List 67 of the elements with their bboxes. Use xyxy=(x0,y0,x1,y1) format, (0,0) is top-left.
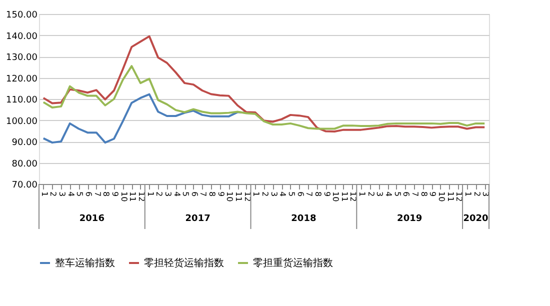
x-tick-label: 3 xyxy=(58,192,67,197)
x-tick-label: 6 xyxy=(84,192,94,197)
x-tick-label: 8 xyxy=(102,192,111,197)
x-tick-label: 12 xyxy=(454,192,464,202)
line-series xyxy=(42,35,486,133)
x-tick-label: 2 xyxy=(48,192,58,197)
x-tick-label: 1 xyxy=(463,192,472,197)
x-tick-label: 4 xyxy=(384,192,394,197)
y-tick-label: 130.00 xyxy=(6,53,38,63)
x-tick-label: 11 xyxy=(340,192,349,202)
x-tick-label: 9 xyxy=(110,192,120,197)
x-tick-label: 1 xyxy=(252,192,261,197)
legend-label: 整车运输指数 xyxy=(55,257,115,269)
x-tick-label: 5 xyxy=(392,192,402,197)
x-tick-label: 1 xyxy=(40,192,49,197)
legend-label: 零担重货运输指数 xyxy=(253,257,333,269)
y-tick-label: 120.00 xyxy=(6,74,38,84)
y-tick-label: 100.00 xyxy=(6,116,38,127)
x-tick-label: 8 xyxy=(419,192,428,197)
x-tick-label: 2 xyxy=(154,192,164,197)
x-tick-label: 9 xyxy=(322,192,332,197)
x-tick-label: 6 xyxy=(402,192,411,197)
x-tick-label: 3 xyxy=(163,192,172,197)
x-tick-label: 4 xyxy=(278,192,288,197)
x-tick-label: 11 xyxy=(234,192,244,202)
text: 2020 xyxy=(463,214,488,224)
x-tick-label: 9 xyxy=(216,192,226,197)
legend-label: 零担轻货运输指数 xyxy=(144,257,224,269)
y-tick-label: 80.00 xyxy=(12,159,38,170)
x-tick-label: 10 xyxy=(119,192,128,202)
x-tick-label: 2 xyxy=(366,192,376,197)
x-tick-label: 3 xyxy=(375,192,384,197)
x-tick-label: 5 xyxy=(75,192,84,197)
y-tick-label: 90.00 xyxy=(12,138,38,148)
text: 2017 xyxy=(185,214,210,224)
x-tick-label: 2 xyxy=(260,192,270,197)
y-tick-label: 150.00 xyxy=(6,10,38,20)
x-tick-label: 10 xyxy=(436,192,446,202)
y-tick-label: 70.00 xyxy=(12,180,38,190)
x-tick-label: 7 xyxy=(198,192,208,197)
x-tick-label: 4 xyxy=(66,192,76,197)
x-tick-label: 9 xyxy=(428,192,438,197)
x-tick-label: 5 xyxy=(181,192,190,197)
x-tick-label: 6 xyxy=(190,192,199,197)
x-tick-label: 5 xyxy=(286,192,296,197)
x-tick-label: 7 xyxy=(92,192,102,197)
y-tick-label: 110.00 xyxy=(6,96,38,106)
line-series xyxy=(42,65,486,130)
text: 2019 xyxy=(397,214,422,224)
x-tick-label: 10 xyxy=(225,192,234,202)
x-tick-label: 1 xyxy=(358,192,367,197)
text: 2016 xyxy=(79,214,104,224)
x-tick-label: 7 xyxy=(410,192,420,197)
x-tick-label: 2 xyxy=(472,192,482,197)
x-tick-label: 8 xyxy=(313,192,322,197)
x-tick-label: 7 xyxy=(304,192,314,197)
x-tick-label: 11 xyxy=(128,192,138,202)
x-tick-label: 4 xyxy=(172,192,182,197)
text: 2018 xyxy=(291,214,316,224)
x-tick-label: 8 xyxy=(208,192,217,197)
x-tick-label: 1 xyxy=(146,192,155,197)
x-tick-label: 10 xyxy=(331,192,340,202)
x-tick-label: 12 xyxy=(348,192,358,202)
x-tick-label: 6 xyxy=(296,192,305,197)
y-tick-label: 140.00 xyxy=(6,32,38,42)
x-tick-label: 11 xyxy=(446,192,455,202)
x-tick-label: 3 xyxy=(269,192,278,197)
